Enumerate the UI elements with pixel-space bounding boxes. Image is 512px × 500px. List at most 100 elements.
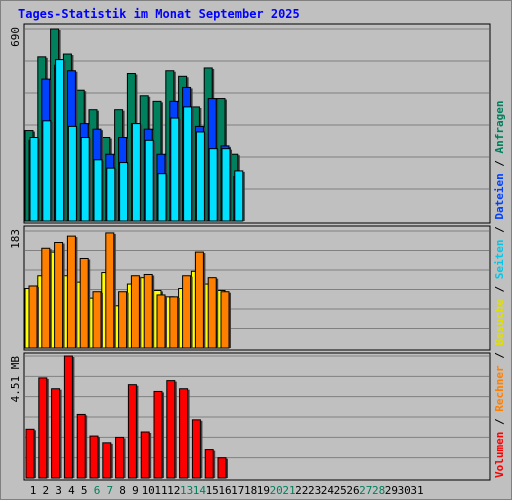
bar-volumen-day-3 (51, 388, 61, 479)
legend-item-seiten: Seiten (493, 240, 506, 280)
bar-volumen-day-12 (166, 380, 176, 479)
bar-seiten-day-14 (195, 131, 205, 222)
x-tick-label: 3 (55, 484, 62, 497)
bar-volumen-day-7 (102, 442, 112, 479)
bar-rechner-day-15 (207, 277, 217, 349)
bar-rechner-day-14 (194, 251, 204, 349)
x-tick-label: 9 (132, 484, 139, 497)
bar-seiten-day-5 (80, 137, 90, 222)
bar-volumen-day-16 (217, 457, 227, 479)
x-tick-label: 17 (231, 484, 244, 497)
x-tick-label: 23 (308, 484, 321, 497)
x-tick-label: 15 (206, 484, 219, 497)
x-tick-label: 6 (94, 484, 101, 497)
bar-volumen-day-15 (204, 449, 214, 479)
bar-seiten-day-8 (119, 162, 129, 222)
x-tick-label: 13 (180, 484, 193, 497)
bar-seiten-day-4 (67, 125, 77, 222)
panel-visits: 183 (9, 225, 491, 351)
bar-rechner-day-11 (156, 294, 166, 349)
x-tick-label: 10 (142, 484, 155, 497)
panel-requests-max-label: 690 (9, 27, 22, 47)
bar-volumen-day-13 (179, 388, 189, 479)
x-tick-label: 22 (295, 484, 308, 497)
bar-rechner-day-12 (169, 296, 179, 349)
bar-seiten-day-1 (29, 137, 39, 222)
x-tick-label: 26 (346, 484, 359, 497)
bar-volumen-day-9 (127, 384, 137, 479)
x-tick-label: 8 (119, 484, 126, 497)
bar-seiten-day-3 (55, 59, 65, 222)
bar-volumen-day-8 (115, 436, 125, 479)
panel-visits-max-label: 183 (9, 229, 22, 249)
bar-volumen-day-2 (38, 377, 48, 479)
x-tick-label: 29 (385, 484, 398, 497)
panel-volume: 4.51 MB (9, 352, 491, 481)
bar-rechner-day-8 (118, 291, 128, 349)
legend-separator: / (493, 220, 506, 240)
bar-seiten-day-16 (221, 148, 231, 222)
bar-rechner-day-2 (41, 247, 51, 349)
x-tick-label: 21 (282, 484, 295, 497)
x-tick-label: 27 (359, 484, 372, 497)
x-tick-label: 14 (193, 484, 207, 497)
bar-seiten-day-10 (144, 139, 154, 222)
legend-separator: / (493, 279, 506, 299)
legend-item-besuche: Besuche (493, 299, 506, 346)
legend-item-rechner: Rechner (493, 365, 506, 412)
legend-separator: / (493, 153, 506, 173)
x-tick-label: 16 (218, 484, 231, 497)
x-axis-labels: 1 2 3 4 5 6 7 8 9 10 11 12 13 14 15 16 17 18 19 20 21 22 23 24 2… (30, 484, 424, 497)
x-tick-label: 7 (106, 484, 113, 497)
bar-rechner-day-1 (28, 285, 38, 349)
bar-seiten-day-11 (157, 173, 167, 222)
x-tick-label: 1 (30, 484, 37, 497)
bar-seiten-day-13 (183, 106, 193, 222)
bar-seiten-day-9 (131, 123, 141, 222)
bar-seiten-day-17 (234, 170, 244, 222)
x-tick-label: 31 (410, 484, 423, 497)
bar-volumen-day-5 (76, 413, 86, 479)
bar-volumen-day-10 (140, 431, 150, 479)
legend-separator: / (493, 412, 506, 432)
bar-rechner-day-9 (130, 275, 140, 349)
bar-volumen-day-11 (153, 390, 163, 479)
chart-title: Tages-Statistik im Monat September 2025 (18, 7, 300, 21)
x-tick-label: 12 (167, 484, 180, 497)
bar-volumen-day-1 (25, 428, 35, 479)
bar-volumen-day-14 (191, 419, 201, 479)
bar-rechner-day-10 (143, 273, 153, 349)
bar-seiten-day-2 (42, 120, 52, 222)
panel-requests: 690 (9, 23, 491, 224)
chart-panels: 690 183 4.51 MB (9, 23, 491, 481)
bar-seiten-day-15 (208, 148, 218, 222)
legend-item-anfragen: Anfragen (493, 100, 506, 153)
legend-separator: / (493, 346, 506, 366)
bar-rechner-day-5 (79, 257, 89, 349)
panel-volume-max-label: 4.51 MB (9, 356, 22, 403)
x-tick-label: 2 (42, 484, 49, 497)
bar-rechner-day-3 (54, 242, 64, 349)
x-tick-label: 5 (81, 484, 88, 497)
x-tick-label: 20 (270, 484, 283, 497)
x-tick-label: 19 (257, 484, 270, 497)
x-tick-label: 25 (334, 484, 347, 497)
side-legend: Volumen / Rechner / Besuche / Seiten / D… (493, 100, 506, 478)
bar-rechner-day-6 (92, 291, 102, 349)
bar-rechner-day-4 (66, 235, 76, 349)
bar-rechner-day-7 (105, 232, 115, 349)
bar-seiten-day-6 (93, 159, 103, 222)
legend-item-volumen: Volumen (493, 432, 506, 478)
x-tick-label: 24 (321, 484, 335, 497)
legend-item-dateien: Dateien (493, 173, 506, 219)
bar-rechner-day-16 (220, 291, 230, 349)
bar-volumen-day-6 (89, 435, 99, 479)
bar-rechner-day-13 (182, 275, 192, 349)
bar-seiten-day-7 (106, 167, 116, 222)
x-tick-label: 18 (244, 484, 257, 497)
x-tick-label: 11 (154, 484, 167, 497)
x-tick-label: 4 (68, 484, 75, 497)
x-tick-label: 30 (398, 484, 411, 497)
